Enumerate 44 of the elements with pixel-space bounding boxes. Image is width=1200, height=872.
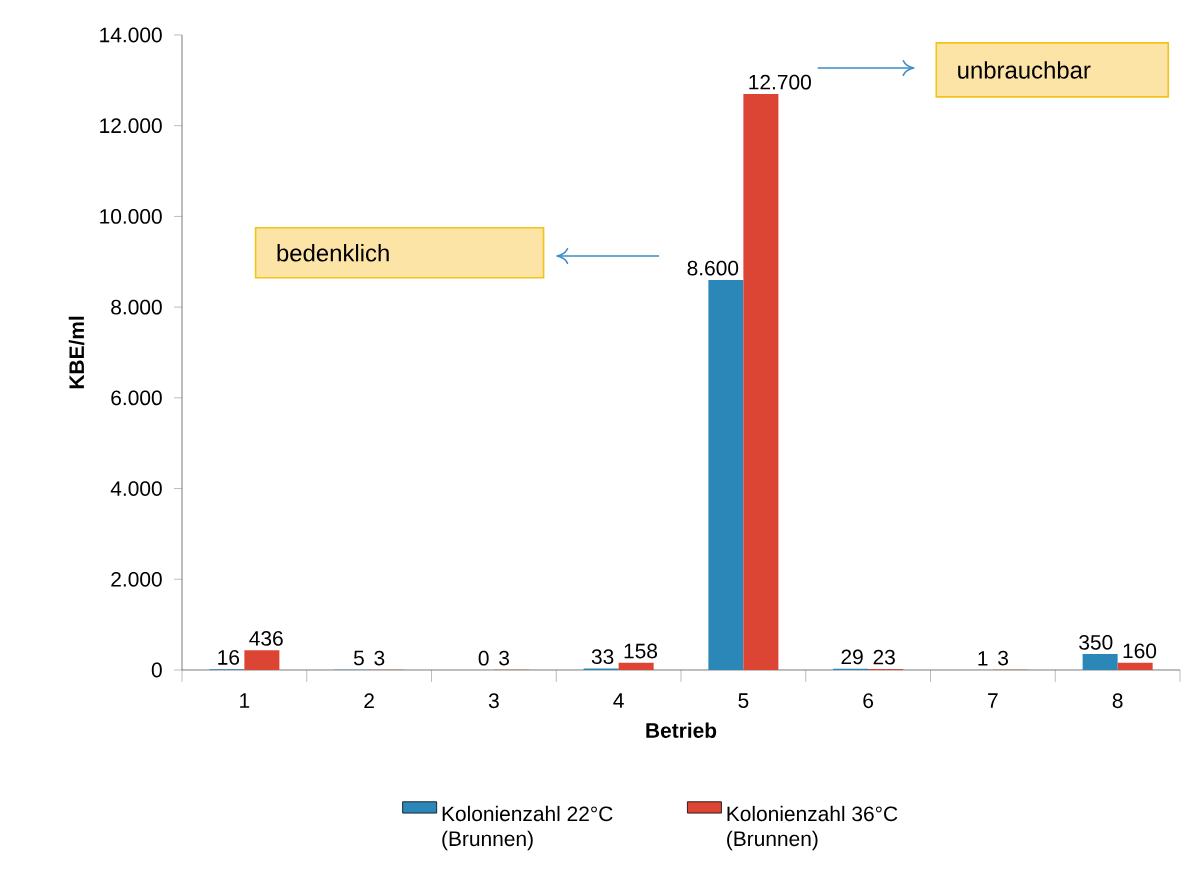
data-label: 350 [1079,634,1113,650]
data-label: 33 [591,649,614,665]
y-tick-label: 0 [151,662,162,678]
data-label: 158 [624,643,658,659]
data-label: 8.600 [687,260,739,276]
data-label: 29 [841,649,863,665]
data-label: 3 [998,650,1009,666]
bar [1082,654,1118,670]
x-tick-label: 7 [988,693,998,708]
bar [618,662,654,670]
x-axis-title: Betrieb [646,722,717,738]
x-tick-label: 2 [364,693,374,708]
data-label: 1 [978,651,988,666]
bar [743,93,779,670]
annotation: unbrauchbar [958,61,1091,79]
y-tick-label: 14.000 [100,27,162,43]
x-tick-label: 1 [240,693,250,708]
legend-label: Kolonienzahl 22°C (Brunnen) [442,805,613,851]
data-label: 3 [374,650,385,666]
bar [244,650,280,670]
bar [1117,662,1153,670]
y-tick-label: 4.000 [110,481,162,496]
data-label: 12.700 [749,74,811,90]
data-label: 23 [873,649,895,665]
y-tick-label: 6.000 [111,390,162,406]
x-tick-label: 6 [863,693,874,709]
y-tick-label: 8.000 [111,299,162,315]
data-label: 3 [499,650,509,666]
annotation: bedenklich [277,244,389,262]
y-tick-label: 2.000 [111,571,162,587]
y-tick-label: 12.000 [100,118,162,134]
legend-label: Kolonienzahl 36°C (Brunnen) [727,805,898,851]
x-tick-label: 3 [488,693,499,709]
x-tick-label: 5 [738,693,749,708]
bar [708,279,744,670]
data-label: 0 [478,650,489,666]
x-tick-label: 4 [613,693,624,708]
data-label: 160 [1123,643,1157,659]
y-axis-title: KBE/ml [68,316,85,389]
data-label: 436 [249,631,283,646]
data-label: 5 [353,650,364,666]
y-tick-label: 10.000 [100,209,162,224]
data-label: 16 [218,650,240,665]
x-tick-label: 8 [1112,693,1123,709]
